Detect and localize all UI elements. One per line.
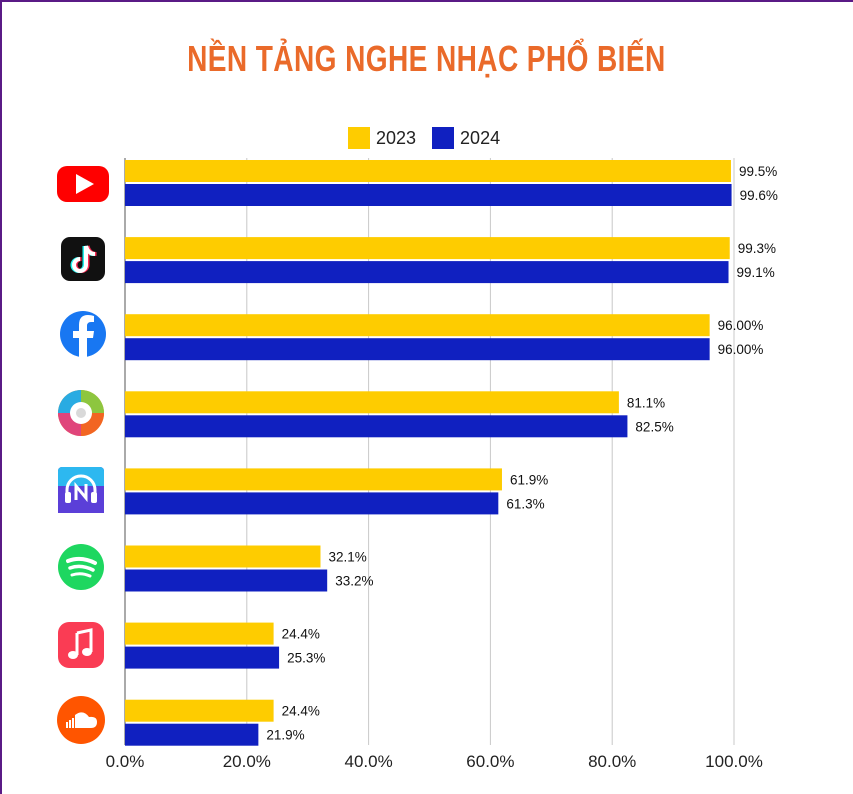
- bar-2024-apple-music: [125, 646, 280, 669]
- platform-icons: [57, 166, 109, 744]
- nhaccuatui-icon: [58, 467, 104, 513]
- bars: [125, 160, 732, 746]
- facebook-icon: [60, 311, 106, 357]
- spotify-icon: [58, 544, 104, 590]
- x-tick-label-40: 40.0%: [344, 752, 392, 771]
- data-label-2023-music-disc-app: 81.1%: [627, 395, 665, 410]
- data-label-2024-apple-music: 25.3%: [287, 651, 325, 666]
- x-tick-label-60: 60.0%: [466, 752, 514, 771]
- data-label-2023-youtube: 99.5%: [739, 164, 777, 179]
- bar-2024-facebook: [125, 338, 710, 361]
- legend-swatch-2023: [348, 127, 370, 149]
- bar-2023-soundcloud: [125, 699, 274, 722]
- x-axis-ticks: 0.0% 20.0% 40.0% 60.0% 80.0% 100.0%: [106, 752, 763, 771]
- data-labels: 99.5% 99.6% 99.3% 99.1% 96.00% 96.00% 81.1% 82.…: [266, 164, 777, 743]
- bar-2024-soundcloud: [125, 723, 259, 746]
- youtube-icon: [57, 166, 109, 202]
- bar-2024-tiktok: [125, 261, 729, 284]
- soundcloud-icon: [57, 696, 105, 744]
- data-label-2024-spotify: 33.2%: [335, 574, 373, 589]
- x-tick-label-20: 20.0%: [223, 752, 271, 771]
- data-label-2023-apple-music: 24.4%: [282, 627, 320, 642]
- bar-2023-youtube: [125, 160, 731, 182]
- legend-item-2023: 2023: [348, 127, 416, 149]
- top-border: [0, 0, 853, 2]
- bar-2024-spotify: [125, 569, 328, 592]
- data-label-2024-youtube: 99.6%: [740, 188, 778, 203]
- data-label-2023-tiktok: 99.3%: [738, 241, 776, 256]
- bar-2024-music-disc-app: [125, 415, 628, 438]
- legend-label-2023: 2023: [376, 127, 417, 148]
- legend-item-2024: 2024: [432, 127, 500, 149]
- bar-2024-youtube: [125, 184, 732, 206]
- bar-2023-apple-music: [125, 622, 274, 645]
- data-label-2023-spotify: 32.1%: [328, 550, 366, 565]
- data-label-2023-soundcloud: 24.4%: [282, 704, 320, 719]
- data-label-2023-facebook: 96.00%: [718, 318, 764, 333]
- tiktok-icon: [61, 237, 105, 281]
- bar-2023-spotify: [125, 545, 321, 568]
- bar-2023-tiktok: [125, 237, 730, 260]
- x-tick-label-0: 0.0%: [106, 752, 145, 771]
- data-label-2024-soundcloud: 21.9%: [266, 728, 304, 743]
- x-tick-label-80: 80.0%: [588, 752, 636, 771]
- left-border: [0, 0, 2, 794]
- music-disc-app-icon: [58, 390, 104, 436]
- bar-2023-music-disc-app: [125, 391, 619, 414]
- data-label-2024-nhaccuatui: 61.3%: [506, 496, 544, 511]
- bar-2023-nhaccuatui: [125, 468, 502, 491]
- chart-legend: 2023 2024: [348, 126, 516, 150]
- data-label-2023-nhaccuatui: 61.9%: [510, 472, 548, 487]
- data-label-2024-facebook: 96.00%: [718, 342, 764, 357]
- data-label-2024-tiktok: 99.1%: [737, 265, 775, 280]
- chart-title: NỀN TẢNG NGHE NHẠC PHỔ BIẾN: [187, 38, 666, 79]
- legend-swatch-2024: [432, 127, 455, 149]
- data-label-2024-music-disc-app: 82.5%: [635, 419, 673, 434]
- apple-music-icon: [58, 622, 104, 668]
- bar-2023-facebook: [125, 314, 710, 337]
- bar-2024-nhaccuatui: [125, 492, 499, 515]
- x-tick-label-100: 100.0%: [705, 752, 763, 771]
- legend-label-2024: 2024: [460, 127, 501, 148]
